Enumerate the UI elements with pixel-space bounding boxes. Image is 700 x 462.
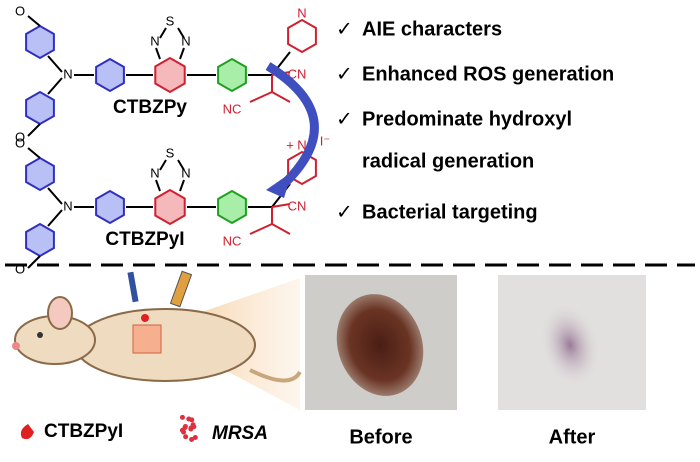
bond <box>47 209 63 227</box>
bacterium <box>189 417 195 423</box>
check-mark: ✓ <box>336 18 353 40</box>
atom-label: S <box>166 13 175 28</box>
ring <box>25 90 55 126</box>
ring <box>25 156 55 192</box>
bond <box>27 255 41 269</box>
atom-label: N <box>150 165 159 180</box>
bacterium <box>183 434 189 440</box>
atom-label: O <box>15 261 25 276</box>
ring <box>25 222 55 258</box>
bond <box>47 55 63 73</box>
ring <box>217 57 247 93</box>
bond <box>27 147 41 159</box>
bacterium <box>189 436 195 442</box>
after-label: After <box>549 426 596 448</box>
ring <box>154 188 186 226</box>
atom-label: N <box>181 33 190 48</box>
atom-label: O <box>15 135 25 150</box>
check-mark: ✓ <box>336 201 353 223</box>
ring <box>95 57 125 93</box>
bond <box>47 187 63 205</box>
agent-label: CTBZPyI <box>44 421 123 442</box>
bacterium <box>192 435 198 441</box>
feature: Bacterial targeting <box>362 201 538 223</box>
bond <box>271 203 291 208</box>
feature-list: ✓ AIE characters ✓ Enhanced ROS generation ✓… <box>336 18 614 223</box>
agent-icon <box>20 424 34 440</box>
bond <box>27 15 41 27</box>
ring <box>154 56 186 94</box>
atom-label: N <box>181 165 190 180</box>
feature: Predominate hydroxyl <box>362 108 572 130</box>
bond <box>271 223 291 235</box>
bond <box>271 91 291 103</box>
bond <box>177 27 185 39</box>
atom-label: O <box>15 3 25 18</box>
conversion-arrow <box>265 62 319 188</box>
mouse <box>12 270 302 383</box>
bacterium <box>179 427 185 433</box>
bond <box>159 159 167 171</box>
feature: radical generation <box>362 150 534 172</box>
atom-label: CN <box>288 66 307 81</box>
atom-label: N <box>297 5 306 20</box>
atom-label: N <box>150 33 159 48</box>
atom-label: NC <box>223 101 242 116</box>
atom-label: N <box>63 198 72 213</box>
bacterium <box>191 424 197 430</box>
bacterium <box>179 414 185 420</box>
bacteria-icon <box>179 414 198 442</box>
bacterium <box>182 423 188 429</box>
check-mark: ✓ <box>336 108 353 130</box>
wound <box>336 294 424 396</box>
bond <box>47 77 63 95</box>
bond <box>159 27 167 39</box>
bond <box>155 47 161 60</box>
ring <box>287 18 317 54</box>
healed-wound <box>538 300 602 390</box>
atom-label: CN <box>288 198 307 213</box>
molecule-name: CTBZPy <box>113 97 187 118</box>
atom-label: O <box>15 129 25 144</box>
atom-label: NC <box>223 233 242 248</box>
ring <box>95 189 125 225</box>
bond <box>179 47 185 60</box>
molecule-name: CTBZPyI <box>105 229 184 250</box>
atom-label: + <box>286 137 294 152</box>
atom-label: S <box>166 145 175 160</box>
atom-label: I⁻ <box>320 133 330 148</box>
bond <box>177 159 185 171</box>
check-mark: ✓ <box>336 63 353 85</box>
before-label: Before <box>349 426 412 448</box>
arrow-head <box>266 172 292 198</box>
ring <box>217 189 247 225</box>
bacteria-label: MRSA <box>212 423 268 444</box>
ring <box>25 24 55 60</box>
feature: AIE characters <box>362 18 502 40</box>
ring <box>287 150 317 186</box>
bond <box>249 223 273 235</box>
feature: Enhanced ROS generation <box>362 63 614 85</box>
bond <box>179 179 185 192</box>
atom-label: N <box>297 137 306 152</box>
bond <box>249 91 273 103</box>
atom-label: N <box>63 66 72 81</box>
bond <box>155 179 161 192</box>
bond <box>27 123 41 137</box>
